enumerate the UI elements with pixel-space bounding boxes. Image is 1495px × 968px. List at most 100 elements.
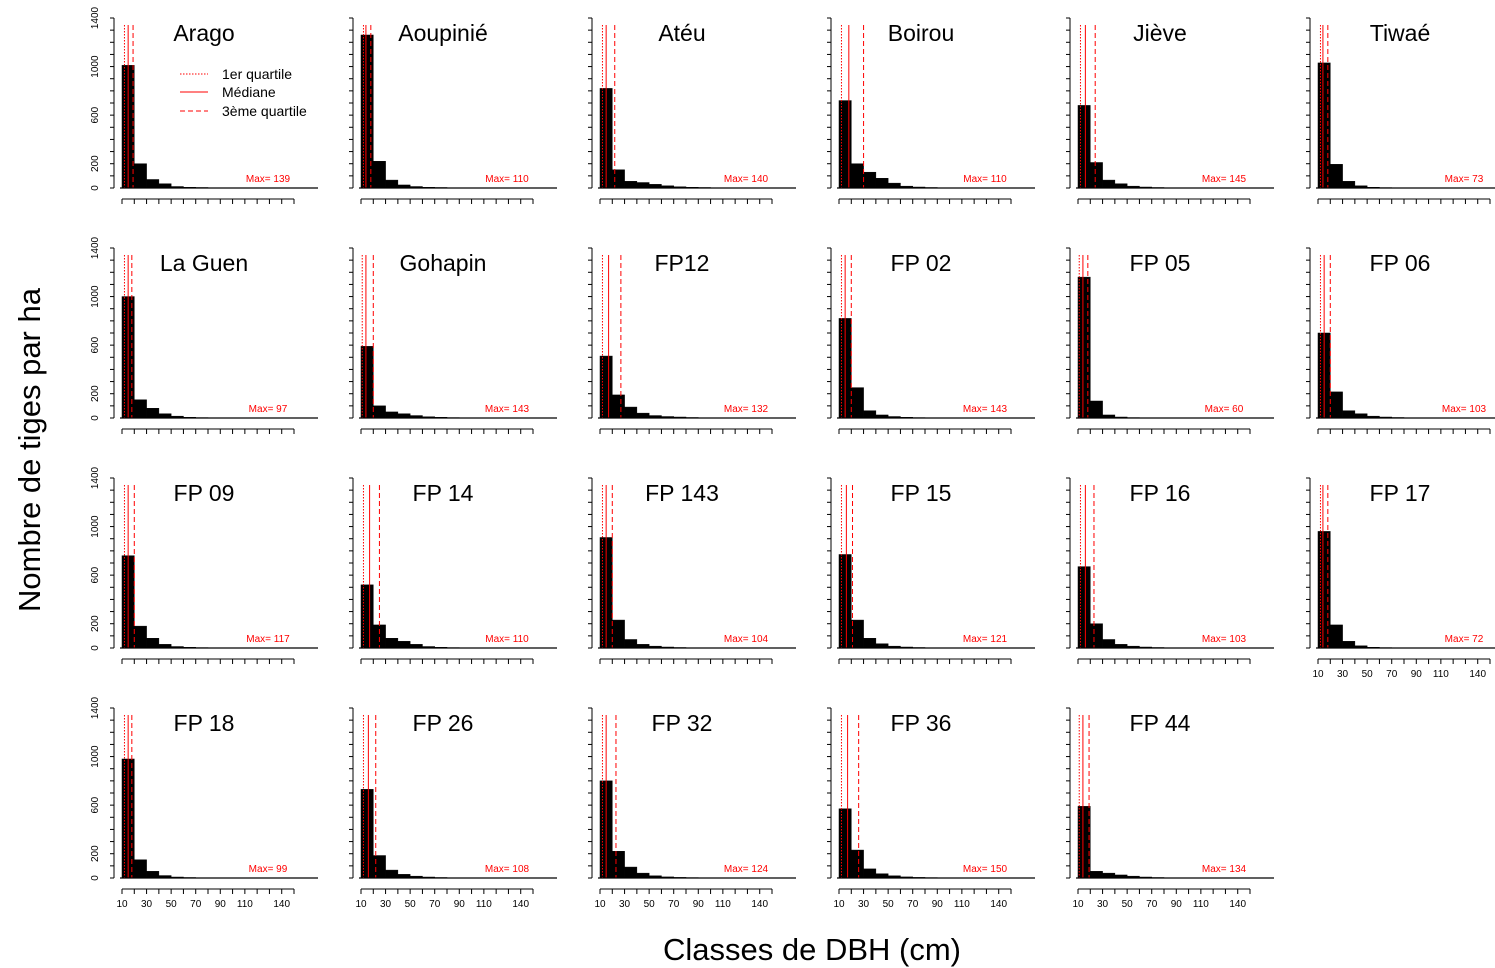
- y-tick-label: 200: [90, 615, 101, 632]
- panel-fp-36: FP 36 10 30 50 70 90 110 140 Max= 150: [827, 707, 1035, 910]
- max-label: Max= 104: [724, 634, 769, 645]
- x-tick-label: 50: [1122, 899, 1134, 910]
- max-label: Max= 143: [485, 404, 530, 415]
- panel-fp-17: FP 17 10 30 50 70 90 110 140 Max= 72: [1306, 477, 1495, 680]
- histogram-bar: [1317, 62, 1331, 189]
- histogram-bar: [1342, 410, 1356, 419]
- panel-fp-32: FP 32 10 30 50 70 90 110 140 Max= 124: [588, 707, 796, 910]
- histogram-bar: [373, 624, 386, 649]
- max-label: Max= 72: [1445, 634, 1484, 645]
- max-label: Max= 110: [485, 174, 529, 185]
- x-tick-label: 50: [644, 899, 656, 910]
- y-tick-label: 1000: [90, 745, 101, 768]
- x-tick-label: 10: [833, 899, 845, 910]
- x-tick-label: 30: [619, 899, 631, 910]
- x-tick-label: 30: [141, 899, 153, 910]
- histogram-bar: [1330, 164, 1343, 189]
- histogram-bar: [636, 872, 650, 879]
- histogram-bar: [875, 643, 889, 649]
- x-tick-label: 140: [273, 899, 290, 910]
- histogram-bar: [134, 859, 147, 879]
- histogram-bar: [636, 412, 650, 419]
- x-tick-label: 70: [668, 899, 680, 910]
- histogram-bar: [134, 163, 147, 189]
- histogram-bar: [863, 868, 877, 879]
- y-tick-label: 1400: [90, 466, 101, 489]
- panel-title: FP 143: [645, 480, 719, 506]
- max-label: Max= 110: [963, 174, 1007, 185]
- histogram-bar: [385, 179, 399, 189]
- histogram-bar: [851, 387, 864, 419]
- histogram-bar: [385, 869, 399, 879]
- panel-title: FP 32: [652, 710, 713, 736]
- panel-title: FP 02: [891, 250, 952, 276]
- histogram-bar: [624, 181, 638, 189]
- panel-fp-16: FP 16 Max= 103: [1066, 477, 1274, 664]
- histogram-bar: [1342, 641, 1356, 649]
- max-label: Max= 121: [963, 634, 1008, 645]
- x-tick-label: 110: [237, 899, 253, 910]
- panel-aoupinié: Aoupinié Max= 110: [349, 17, 557, 204]
- histogram-bar: [1114, 183, 1128, 189]
- panel-title: FP 18: [174, 710, 235, 736]
- legend: 1er quartile Médiane 3ème quartile: [180, 66, 307, 119]
- max-label: Max= 103: [1202, 634, 1247, 645]
- panel-title: FP 36: [891, 710, 952, 736]
- x-tick-label: 10: [355, 899, 367, 910]
- histogram-bar: [134, 399, 147, 419]
- max-label: Max= 134: [1202, 864, 1247, 875]
- histogram-bar: [1102, 179, 1116, 189]
- max-label: Max= 150: [963, 864, 1008, 875]
- y-tick-label: 0: [90, 645, 101, 651]
- x-tick-label: 70: [1386, 669, 1398, 680]
- histogram-bar: [158, 413, 172, 419]
- y-tick-label: 600: [90, 796, 101, 813]
- max-label: Max= 139: [246, 174, 291, 185]
- panel-title: FP 06: [1370, 250, 1431, 276]
- y-tick-label: 1000: [90, 55, 101, 78]
- histogram-bar: [373, 161, 386, 189]
- x-tick-label: 90: [215, 899, 227, 910]
- max-label: Max= 132: [724, 404, 769, 415]
- panel-fp-143: FP 143 Max= 104: [588, 477, 796, 664]
- y-tick-label: 1000: [90, 515, 101, 538]
- y-axis-title: Nombre de tiges par ha: [12, 287, 47, 612]
- histogram-bar: [838, 100, 852, 189]
- x-tick-label: 30: [1337, 669, 1349, 680]
- x-tick-label: 110: [1193, 899, 1209, 910]
- y-tick-label: 600: [90, 566, 101, 583]
- panel-fp12: FP12 Max= 132: [588, 247, 796, 434]
- x-tick-label: 30: [858, 899, 870, 910]
- histogram-bar: [1077, 276, 1091, 419]
- histogram-bar: [360, 346, 374, 419]
- y-tick-label: 1400: [90, 696, 101, 719]
- x-tick-label: 70: [429, 899, 441, 910]
- panel-fp-15: FP 15 Max= 121: [827, 477, 1035, 664]
- histogram-bar: [146, 408, 160, 419]
- panel-fp-02: FP 02 Max= 143: [827, 247, 1035, 434]
- x-tick-label: 110: [954, 899, 970, 910]
- histogram-bar: [360, 584, 374, 649]
- histogram-bar: [636, 182, 650, 189]
- y-tick-label: 1400: [90, 6, 101, 29]
- histogram-bar: [1342, 181, 1356, 189]
- histogram-bar: [1330, 391, 1343, 419]
- panel-fp-26: FP 26 10 30 50 70 90 110 140 Max= 108: [349, 707, 557, 910]
- panel-la-guen: La Guen 0 200 600 1000 1400 Max= 97: [90, 236, 318, 434]
- x-tick-label: 10: [1072, 899, 1084, 910]
- y-tick-label: 200: [90, 155, 101, 172]
- histogram-bar: [624, 866, 638, 879]
- panel-title: FP 26: [413, 710, 474, 736]
- panel-fp-18: FP 18 0 200 600 1000 1400 10 30 50 70 90 110 140 Max=…: [90, 696, 318, 910]
- x-tick-label: 140: [512, 899, 529, 910]
- y-tick-label: 600: [90, 336, 101, 353]
- x-axis-title: Classes de DBH (cm): [663, 932, 961, 967]
- histogram-bar: [1090, 400, 1103, 419]
- panel-title: FP 05: [1130, 250, 1191, 276]
- panel-title: FP 17: [1370, 480, 1431, 506]
- histogram-bar: [158, 183, 172, 189]
- x-tick-label: 90: [1411, 669, 1423, 680]
- histogram-bar: [612, 169, 625, 189]
